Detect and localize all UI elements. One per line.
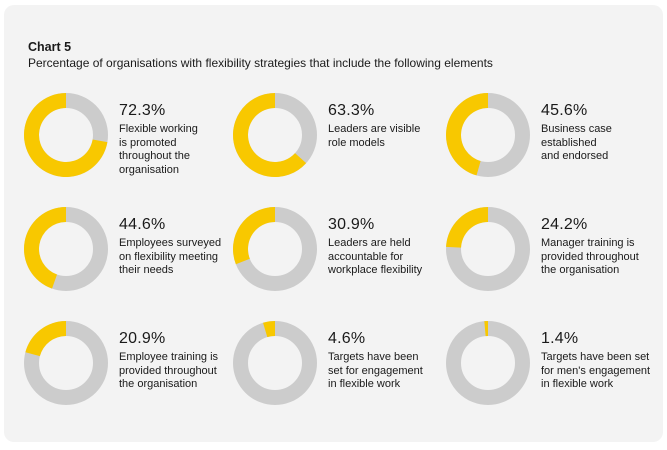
chart-card <box>4 5 663 442</box>
description-label-5: Leaders are held accountable for workpla… <box>328 237 423 276</box>
donut-slice-9 <box>484 321 488 337</box>
donut-slice-4 <box>23 207 66 289</box>
percentage-label-2: 63.3% <box>328 102 375 119</box>
donut-3 <box>446 93 530 177</box>
donut-8 <box>233 321 317 405</box>
description-label-3: Business case established and endorsed <box>541 123 612 162</box>
description-label-1: Flexible working is promoted throughout … <box>119 123 198 176</box>
donut-slice-1 <box>23 93 108 177</box>
percentage-label-5: 30.9% <box>328 216 375 233</box>
donut-9 <box>446 321 530 405</box>
percentage-label-8: 4.6% <box>328 330 366 347</box>
donut-5 <box>233 207 317 291</box>
percentage-label-4: 44.6% <box>119 216 166 233</box>
chart-label: Chart 5 <box>28 40 72 54</box>
description-label-9: Targets have been set for men's engageme… <box>541 351 651 390</box>
donut-remaining-8 <box>233 321 317 405</box>
donut-7 <box>24 321 108 405</box>
description-label-8: Targets have been set for engagement in … <box>328 351 423 390</box>
percentage-label-1: 72.3% <box>119 102 166 119</box>
donut-2 <box>233 93 317 177</box>
description-label-4: Employees surveyed on flexibility meetin… <box>119 237 222 276</box>
percentage-label-6: 24.2% <box>541 216 588 233</box>
donut-1 <box>23 93 108 177</box>
donut-slice-3 <box>446 93 488 176</box>
percentage-label-9: 1.4% <box>541 330 579 347</box>
donut-slice-2 <box>233 93 307 177</box>
percentage-label-3: 45.6% <box>541 102 588 119</box>
donut-slice-5 <box>233 207 275 265</box>
donut-slice-8 <box>263 321 275 338</box>
description-label-2: Leaders are visible role models <box>328 123 421 149</box>
donut-6 <box>446 207 530 291</box>
donut-slice-6 <box>446 207 488 248</box>
donut-4 <box>23 207 108 291</box>
percentage-label-7: 20.9% <box>119 330 166 347</box>
donut-slice-7 <box>25 321 66 357</box>
donut-remaining-9 <box>446 321 530 405</box>
description-label-7: Employee training is provided throughout… <box>119 351 219 390</box>
chart-subtitle: Percentage of organisations with flexibi… <box>28 56 493 70</box>
description-label-6: Manager training is provided throughout … <box>541 237 639 276</box>
